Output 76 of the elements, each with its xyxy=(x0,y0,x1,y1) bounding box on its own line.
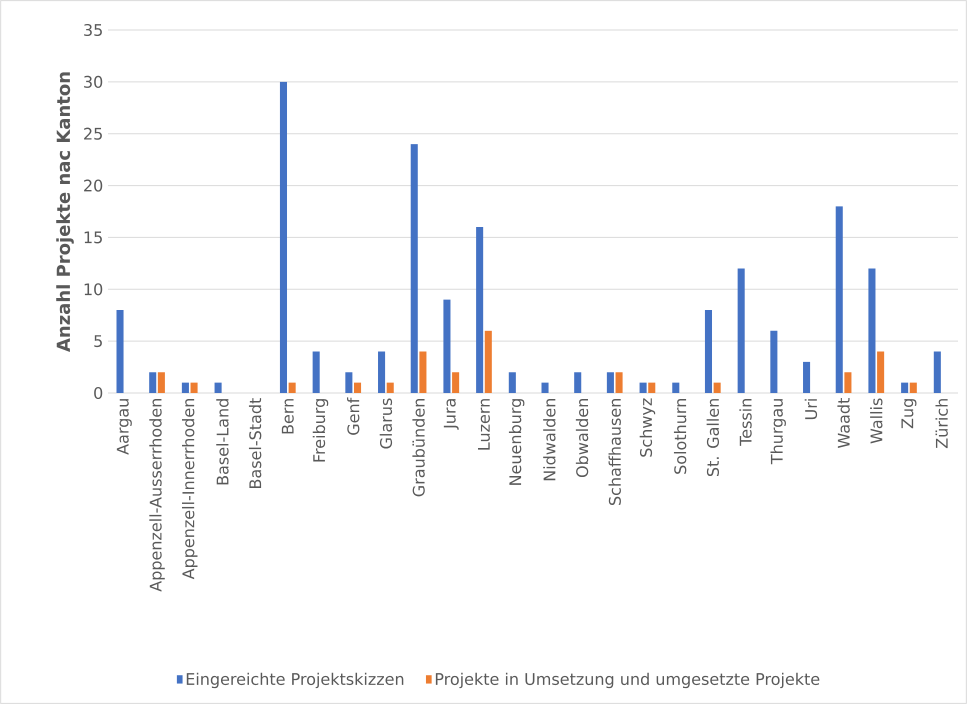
bar xyxy=(378,352,386,394)
x-tick-label: Neuenburg xyxy=(508,399,524,485)
y-tick-label: 30 xyxy=(84,76,102,88)
x-tick-label: Genf xyxy=(347,397,360,435)
bar xyxy=(606,372,614,394)
bar xyxy=(345,372,352,394)
bar xyxy=(386,382,394,394)
bar xyxy=(868,268,876,394)
y-tick-label: 10 xyxy=(84,283,102,296)
x-tick-label: Glarus xyxy=(380,398,392,449)
bar xyxy=(116,310,124,394)
y-tick-label: 20 xyxy=(84,180,102,192)
legend-label: Projekte in Umsetzung und umgesetzte Projekte xyxy=(436,672,820,688)
bar xyxy=(640,382,647,394)
bar xyxy=(410,144,418,394)
bar xyxy=(190,382,198,394)
y-tick-label: 5 xyxy=(94,335,102,348)
x-tick-label: Obwalden xyxy=(576,399,588,478)
bar xyxy=(574,372,582,394)
bar xyxy=(484,330,492,394)
y-tick-label: 0 xyxy=(94,386,102,400)
x-tick-label: St. Gallen xyxy=(706,399,720,476)
bar xyxy=(934,352,941,394)
bar xyxy=(182,382,189,394)
bar xyxy=(476,227,484,394)
bar xyxy=(508,372,516,394)
legend-label: Eingereichte Projektskizzen xyxy=(186,672,404,688)
x-tick-label: Bern xyxy=(282,399,294,434)
bar xyxy=(158,372,165,394)
y-axis-title: Anzahl Projekte nac Kanton xyxy=(56,72,74,352)
bar xyxy=(803,362,810,394)
x-tick-label: Wallis xyxy=(870,398,882,444)
bar xyxy=(354,382,362,394)
x-tick-label: Zug xyxy=(901,399,916,428)
bar xyxy=(714,382,721,394)
bar xyxy=(672,382,680,394)
bar xyxy=(616,372,623,394)
x-tick-label: Nidwalden xyxy=(543,399,556,480)
bar xyxy=(836,206,843,394)
bar xyxy=(312,352,320,394)
x-tick-label: Freiburg xyxy=(312,399,328,462)
y-tick-label: 15 xyxy=(84,231,102,244)
x-tick-label: Tessin xyxy=(739,399,752,446)
bar xyxy=(541,382,549,394)
bar xyxy=(214,382,222,394)
x-tick-label: Schwyz xyxy=(640,398,656,457)
bar xyxy=(443,300,450,394)
y-tick-label: 35 xyxy=(84,24,102,36)
x-tick-label: Aargau xyxy=(116,399,132,455)
x-tick-label: Basel-Stadt xyxy=(248,398,262,488)
x-tick-label: Basel-Land xyxy=(216,399,229,484)
bar xyxy=(452,372,460,394)
bar xyxy=(288,382,296,394)
bar xyxy=(738,268,745,394)
bar xyxy=(844,372,852,394)
x-tick-label: Jura xyxy=(444,399,459,430)
bar xyxy=(877,352,884,394)
bar xyxy=(419,352,426,394)
bar xyxy=(770,330,778,394)
x-tick-label: Waadt xyxy=(837,398,850,448)
y-tick-label: 25 xyxy=(84,128,102,140)
bar xyxy=(704,310,712,394)
bar xyxy=(149,372,156,394)
x-tick-label: Thurgau xyxy=(770,399,786,464)
x-tick-label: Solothurn xyxy=(674,399,686,474)
x-tick-label: Schaffhausen xyxy=(608,399,621,505)
x-tick-label: Luzern xyxy=(478,399,490,450)
x-tick-label: Zürich xyxy=(935,399,948,448)
bar xyxy=(648,382,656,394)
x-tick-label: Appenzell-Ausserrhoden xyxy=(149,399,165,592)
bar xyxy=(901,382,908,394)
bar xyxy=(280,82,288,394)
x-tick-label: Uri xyxy=(804,399,818,420)
x-tick-label: Graubünden xyxy=(412,399,425,496)
bar xyxy=(910,382,917,394)
x-tick-label: Appenzell-Innerrhoden xyxy=(182,399,198,580)
